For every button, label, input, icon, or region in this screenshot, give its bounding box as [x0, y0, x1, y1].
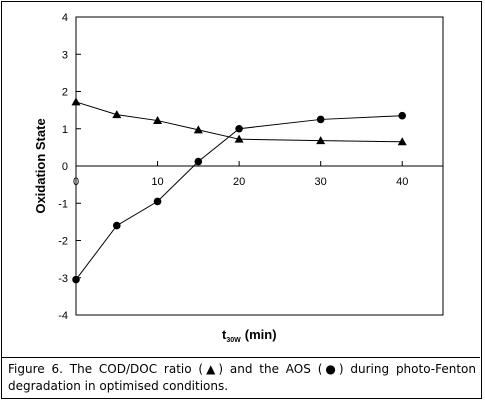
- triangle-data-point: [112, 110, 122, 119]
- y-tick-label: -4: [58, 310, 68, 322]
- circle-data-point: [194, 157, 203, 166]
- x-tick-label: 40: [396, 176, 408, 188]
- triangle-data-point: [234, 134, 244, 143]
- circle-data-point: [235, 124, 243, 133]
- circle-data-point: [316, 115, 325, 124]
- triangle-data-point: [397, 137, 407, 146]
- y-tick-label: 1: [62, 124, 68, 136]
- triangle-data-point: [71, 97, 81, 106]
- x-axis-title-unit: (min): [245, 327, 277, 342]
- series-markers: [71, 97, 407, 284]
- circle-data-point: [153, 197, 162, 206]
- x-axis-title-subscript: 30W: [226, 337, 241, 344]
- x-tick-label: 0: [73, 176, 79, 188]
- y-tick-label: -1: [58, 198, 68, 210]
- y-tick-label: -3: [58, 273, 68, 285]
- triangle-data-point: [153, 116, 163, 125]
- y-axis-title: Oxidation State: [33, 118, 48, 213]
- y-axis-ticks: -4 -3 -2 -1 0 1 2 3 4: [58, 12, 81, 322]
- circle-data-point: [398, 111, 407, 120]
- x-tick-label: 20: [233, 176, 245, 188]
- triangle-data-point: [316, 136, 326, 145]
- y-tick-label: -2: [58, 236, 68, 248]
- caption-divider: [2, 357, 480, 358]
- x-tick-label: 10: [151, 176, 163, 188]
- triangle-data-point: [193, 125, 203, 134]
- circle-data-point: [72, 275, 80, 284]
- y-tick-label: 3: [62, 49, 68, 61]
- y-tick-label: 2: [62, 87, 68, 99]
- x-axis-ticks: 0 10 20 30 40: [73, 161, 408, 188]
- circle-data-point: [112, 221, 121, 230]
- y-tick-label: 4: [62, 12, 68, 24]
- x-axis-title: t30W (min): [222, 327, 277, 344]
- figure-caption: Figure 6. The COD/DOC ratio (▲) and the …: [8, 362, 476, 393]
- x-axis-title-main: t: [222, 327, 227, 342]
- x-tick-label: 30: [315, 176, 327, 188]
- y-tick-label: 0: [62, 161, 68, 173]
